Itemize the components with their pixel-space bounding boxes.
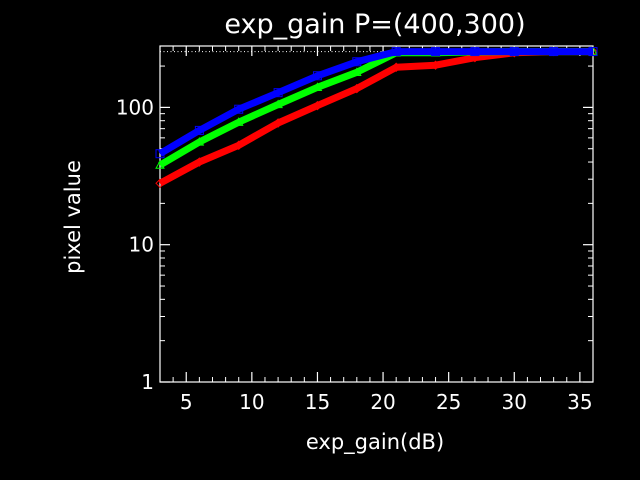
- data-point: [312, 100, 323, 111]
- x-tick-label: 35: [567, 390, 592, 414]
- data-point: [351, 67, 362, 77]
- chart-title: exp_gain P=(400,300): [224, 9, 525, 40]
- data-point: [588, 47, 598, 57]
- data-point: [273, 88, 283, 98]
- x-tick-label: 5: [180, 390, 193, 414]
- data-point: [549, 47, 559, 57]
- plot-area: 5 10 15 20 25 30 35 1 10 100: [116, 45, 598, 414]
- data-point: [234, 104, 244, 114]
- x-tick-label: 10: [239, 390, 264, 414]
- data-point: [155, 178, 165, 189]
- data-point: [194, 136, 205, 146]
- data-point: [273, 99, 283, 109]
- x-tick-label: 30: [502, 390, 527, 414]
- data-point: [312, 71, 322, 81]
- y-tick-label: 1: [141, 370, 154, 394]
- data-point: [194, 125, 204, 135]
- data-point: [470, 53, 480, 63]
- x-tick-label: 25: [436, 390, 461, 414]
- data-point: [155, 149, 165, 159]
- y-axis-label: pixel value: [61, 160, 85, 274]
- data-point: [352, 83, 362, 94]
- data-point: [431, 47, 441, 57]
- data-point: [509, 47, 519, 57]
- data-point: [155, 160, 165, 169]
- data-point: [470, 47, 480, 57]
- data-point: [234, 140, 244, 150]
- x-axis-label: exp_gain(dB): [306, 430, 444, 455]
- plot-frame: [159, 45, 594, 383]
- x-tick-label: 15: [305, 390, 330, 414]
- data-point: [391, 62, 401, 72]
- data-point: [352, 57, 362, 67]
- data-point: [430, 60, 441, 70]
- data-point: [312, 82, 323, 92]
- y-tick-label: 10: [129, 233, 154, 257]
- data-point: [391, 47, 401, 57]
- x-tick-label: 20: [370, 390, 395, 414]
- series-line-3: [158, 48, 593, 157]
- y-tick-label: 100: [116, 95, 154, 119]
- data-point: [273, 118, 283, 128]
- data-point: [194, 157, 205, 167]
- data-point: [233, 117, 244, 126]
